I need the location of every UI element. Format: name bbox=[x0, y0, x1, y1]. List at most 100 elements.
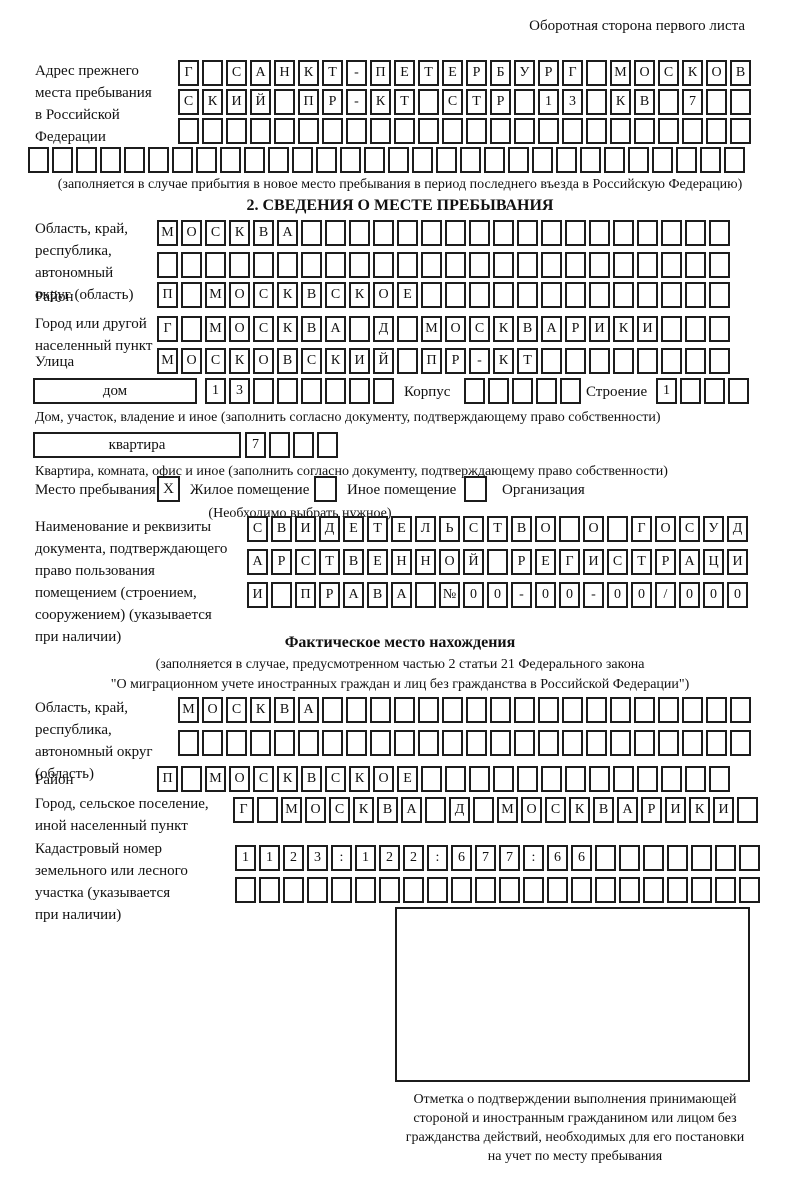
char-box[interactable] bbox=[322, 730, 343, 756]
char-box[interactable]: К bbox=[493, 316, 514, 342]
char-box[interactable] bbox=[709, 316, 730, 342]
checkbox-inoe[interactable] bbox=[314, 476, 337, 502]
char-box[interactable] bbox=[709, 252, 730, 278]
char-box[interactable]: Е bbox=[442, 60, 463, 86]
char-box[interactable]: Г bbox=[562, 60, 583, 86]
char-box[interactable]: № bbox=[439, 582, 460, 608]
char-box[interactable] bbox=[202, 118, 223, 144]
char-box[interactable] bbox=[493, 220, 514, 246]
char-box[interactable]: О bbox=[439, 549, 460, 575]
char-box[interactable] bbox=[661, 348, 682, 374]
char-box[interactable]: В bbox=[634, 89, 655, 115]
char-box[interactable] bbox=[172, 147, 193, 173]
char-box[interactable] bbox=[469, 252, 490, 278]
char-box[interactable]: К bbox=[610, 89, 631, 115]
char-box[interactable] bbox=[715, 845, 736, 871]
char-box[interactable] bbox=[370, 730, 391, 756]
char-box[interactable] bbox=[271, 582, 292, 608]
char-box[interactable] bbox=[691, 877, 712, 903]
char-box[interactable]: С bbox=[253, 282, 274, 308]
char-box[interactable]: К bbox=[277, 766, 298, 792]
char-box[interactable] bbox=[607, 516, 628, 542]
char-box[interactable]: Р bbox=[271, 549, 292, 575]
char-box[interactable] bbox=[253, 378, 274, 404]
char-box[interactable]: 2 bbox=[403, 845, 424, 871]
char-box[interactable]: А bbox=[250, 60, 271, 86]
char-box[interactable] bbox=[676, 147, 697, 173]
char-box[interactable] bbox=[298, 730, 319, 756]
char-box[interactable] bbox=[418, 89, 439, 115]
char-box[interactable]: К bbox=[569, 797, 590, 823]
char-box[interactable] bbox=[562, 118, 583, 144]
char-box[interactable] bbox=[473, 797, 494, 823]
char-box[interactable] bbox=[680, 378, 701, 404]
char-box[interactable] bbox=[466, 697, 487, 723]
char-box[interactable] bbox=[613, 766, 634, 792]
char-box[interactable] bbox=[706, 118, 727, 144]
char-box[interactable] bbox=[589, 282, 610, 308]
char-box[interactable] bbox=[514, 697, 535, 723]
char-box[interactable] bbox=[488, 378, 509, 404]
char-box[interactable] bbox=[466, 730, 487, 756]
char-box[interactable]: К bbox=[493, 348, 514, 374]
char-box[interactable]: В bbox=[301, 766, 322, 792]
char-box[interactable] bbox=[418, 697, 439, 723]
char-box[interactable] bbox=[595, 877, 616, 903]
char-box[interactable]: 0 bbox=[631, 582, 652, 608]
char-box[interactable] bbox=[388, 147, 409, 173]
char-box[interactable] bbox=[325, 378, 346, 404]
char-box[interactable] bbox=[728, 378, 749, 404]
char-box[interactable] bbox=[355, 877, 376, 903]
char-box[interactable]: 1 bbox=[235, 845, 256, 871]
char-box[interactable] bbox=[523, 877, 544, 903]
char-box[interactable]: Т bbox=[319, 549, 340, 575]
char-box[interactable] bbox=[613, 220, 634, 246]
char-box[interactable] bbox=[658, 89, 679, 115]
char-box[interactable] bbox=[464, 378, 485, 404]
char-box[interactable]: Е bbox=[391, 516, 412, 542]
char-box[interactable] bbox=[706, 89, 727, 115]
char-box[interactable]: Г bbox=[559, 549, 580, 575]
char-box[interactable]: Е bbox=[397, 282, 418, 308]
char-box[interactable] bbox=[397, 316, 418, 342]
char-box[interactable] bbox=[724, 147, 745, 173]
char-box[interactable]: - bbox=[346, 60, 367, 86]
char-box[interactable]: 1 bbox=[205, 378, 226, 404]
char-box[interactable] bbox=[536, 378, 557, 404]
char-box[interactable] bbox=[490, 118, 511, 144]
char-box[interactable] bbox=[445, 220, 466, 246]
char-box[interactable]: 6 bbox=[571, 845, 592, 871]
char-box[interactable] bbox=[517, 220, 538, 246]
char-box[interactable]: - bbox=[469, 348, 490, 374]
checkbox-zhiloe[interactable]: X bbox=[157, 476, 180, 502]
char-box[interactable]: 6 bbox=[451, 845, 472, 871]
char-box[interactable] bbox=[541, 282, 562, 308]
char-box[interactable] bbox=[394, 730, 415, 756]
char-box[interactable]: И bbox=[247, 582, 268, 608]
char-box[interactable]: Г bbox=[233, 797, 254, 823]
char-box[interactable]: Т bbox=[394, 89, 415, 115]
char-box[interactable] bbox=[466, 118, 487, 144]
char-box[interactable] bbox=[220, 147, 241, 173]
char-box[interactable] bbox=[460, 147, 481, 173]
char-box[interactable]: Г bbox=[157, 316, 178, 342]
char-box[interactable]: В bbox=[593, 797, 614, 823]
char-box[interactable] bbox=[298, 118, 319, 144]
char-box[interactable] bbox=[403, 877, 424, 903]
char-box[interactable]: В bbox=[343, 549, 364, 575]
char-box[interactable]: М bbox=[497, 797, 518, 823]
char-box[interactable] bbox=[397, 220, 418, 246]
char-box[interactable]: Д bbox=[373, 316, 394, 342]
char-box[interactable]: М bbox=[281, 797, 302, 823]
char-box[interactable] bbox=[667, 877, 688, 903]
char-box[interactable]: С bbox=[253, 766, 274, 792]
char-box[interactable] bbox=[475, 877, 496, 903]
char-box[interactable]: М bbox=[205, 282, 226, 308]
char-box[interactable]: В bbox=[511, 516, 532, 542]
char-box[interactable]: Р bbox=[490, 89, 511, 115]
char-box[interactable]: К bbox=[229, 220, 250, 246]
char-box[interactable] bbox=[517, 282, 538, 308]
char-box[interactable]: 0 bbox=[463, 582, 484, 608]
char-box[interactable]: 1 bbox=[656, 378, 677, 404]
char-box[interactable] bbox=[425, 797, 446, 823]
